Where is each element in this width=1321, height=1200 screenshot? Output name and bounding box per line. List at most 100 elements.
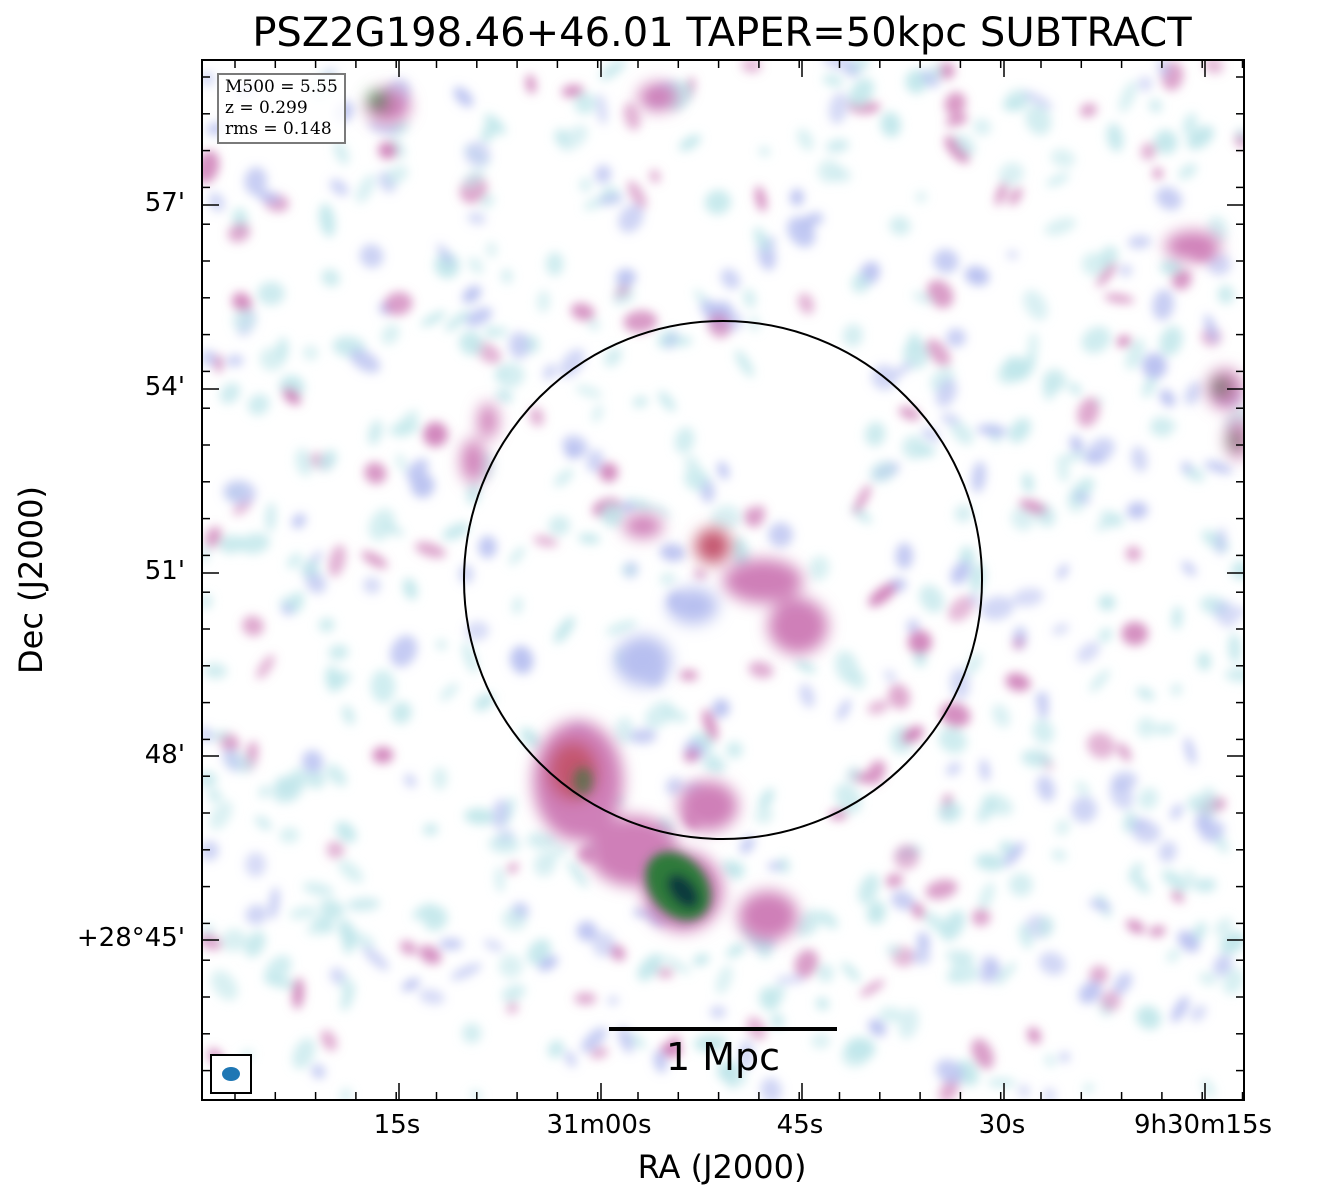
noise-speckle	[693, 568, 708, 581]
noise-speckle	[1170, 803, 1184, 820]
noise-speckle	[1050, 148, 1076, 168]
noise-speckle	[1131, 446, 1148, 473]
noise-speckle	[810, 211, 824, 226]
emission-blob	[615, 636, 671, 686]
noise-speckle	[439, 938, 463, 950]
noise-speckle	[979, 961, 1001, 984]
noise-speckle	[319, 203, 336, 237]
noise-speckle	[1182, 112, 1197, 136]
noise-speckle	[1106, 123, 1124, 152]
noise-speckle	[1059, 1051, 1070, 1063]
noise-speckle	[1077, 397, 1100, 428]
noise-speckle	[1043, 378, 1055, 401]
noise-speckle	[799, 683, 815, 708]
noise-speckle	[1088, 899, 1112, 911]
noise-speckle	[994, 962, 1016, 986]
noise-speckle	[1117, 742, 1132, 762]
noise-speckle	[816, 997, 829, 1011]
noise-speckle	[554, 468, 574, 487]
noise-speckle	[859, 979, 885, 997]
noise-speckle	[344, 930, 376, 949]
noise-speckle	[203, 72, 215, 86]
noise-speckle	[935, 1059, 964, 1084]
noise-speckle	[895, 542, 914, 570]
noise-speckle	[290, 591, 304, 613]
noise-speckle	[226, 354, 244, 367]
noise-speckle	[741, 61, 762, 73]
noise-speckle	[828, 92, 849, 125]
noise-speckle	[410, 472, 435, 498]
noise-speckle	[748, 505, 766, 528]
noise-speckle	[370, 669, 396, 703]
noise-speckle	[372, 746, 394, 764]
noise-speckle	[1032, 719, 1055, 745]
noise-speckle	[627, 180, 647, 209]
noise-speckle	[1057, 564, 1069, 580]
noise-speckle	[384, 291, 413, 316]
noise-speckle	[1204, 460, 1233, 474]
noise-speckle	[907, 332, 921, 354]
noise-speckle	[659, 543, 686, 562]
noise-speckle	[979, 759, 990, 782]
noise-speckle	[1200, 820, 1225, 842]
noise-speckle	[684, 466, 709, 491]
noise-speckle	[892, 361, 913, 378]
noise-speckle	[533, 852, 556, 877]
noise-speckle	[1186, 125, 1214, 150]
ytick-51: 51'	[144, 556, 185, 586]
noise-speckle	[1086, 732, 1116, 759]
noise-speckle	[858, 873, 880, 905]
noise-speckle	[1125, 338, 1145, 370]
noise-speckle	[340, 981, 355, 1011]
noise-speckle	[1036, 775, 1056, 802]
noise-speckle	[1172, 605, 1183, 630]
noise-speckle	[1217, 285, 1234, 304]
noise-speckle	[976, 424, 1008, 436]
noise-speckle	[338, 860, 364, 883]
noise-speckle	[1142, 374, 1157, 398]
noise-speckle	[710, 505, 741, 531]
noise-speckle	[778, 857, 790, 874]
noise-speckle	[506, 1001, 519, 1014]
noise-speckle	[564, 1050, 577, 1068]
noise-speckle	[203, 840, 219, 861]
noise-speckle	[1085, 437, 1115, 464]
noise-speckle	[1083, 452, 1106, 465]
noise-speckle	[754, 807, 774, 824]
noise-speckle	[221, 928, 247, 952]
noise-speckle	[295, 448, 313, 477]
noise-speckle	[1184, 868, 1199, 889]
noise-speckle	[559, 125, 588, 152]
noise-speckle	[355, 174, 376, 204]
noise-speckle	[693, 1034, 728, 1052]
noise-speckle	[1199, 787, 1218, 819]
noise-speckle	[1235, 128, 1243, 141]
noise-speckle	[637, 953, 663, 981]
noise-speckle	[1161, 870, 1190, 892]
noise-speckle	[465, 307, 493, 327]
noise-speckle	[1027, 332, 1039, 363]
noise-speckle	[364, 462, 387, 484]
noise-speckle	[944, 91, 966, 116]
noise-speckle	[656, 967, 674, 978]
noise-speckle	[420, 310, 446, 327]
noise-speckle	[770, 1013, 785, 1029]
noise-speckle	[576, 921, 598, 942]
noise-speckle	[1002, 99, 1027, 111]
noise-speckle	[542, 363, 557, 381]
noise-speckle	[946, 762, 961, 776]
noise-speckle	[623, 102, 641, 131]
noise-speckle	[972, 118, 992, 136]
noise-speckle	[586, 449, 604, 473]
noise-speckle	[439, 682, 459, 701]
noise-speckle	[384, 165, 409, 185]
emission-blob	[461, 439, 485, 483]
noise-speckle	[232, 292, 252, 313]
noise-speckle	[845, 1037, 876, 1061]
noise-speckle	[329, 178, 349, 196]
noise-speckle	[947, 595, 975, 622]
noise-speckle	[485, 241, 498, 258]
noise-speckle	[1203, 61, 1224, 74]
noise-speckle	[998, 162, 1024, 186]
noise-speckle	[775, 975, 807, 985]
